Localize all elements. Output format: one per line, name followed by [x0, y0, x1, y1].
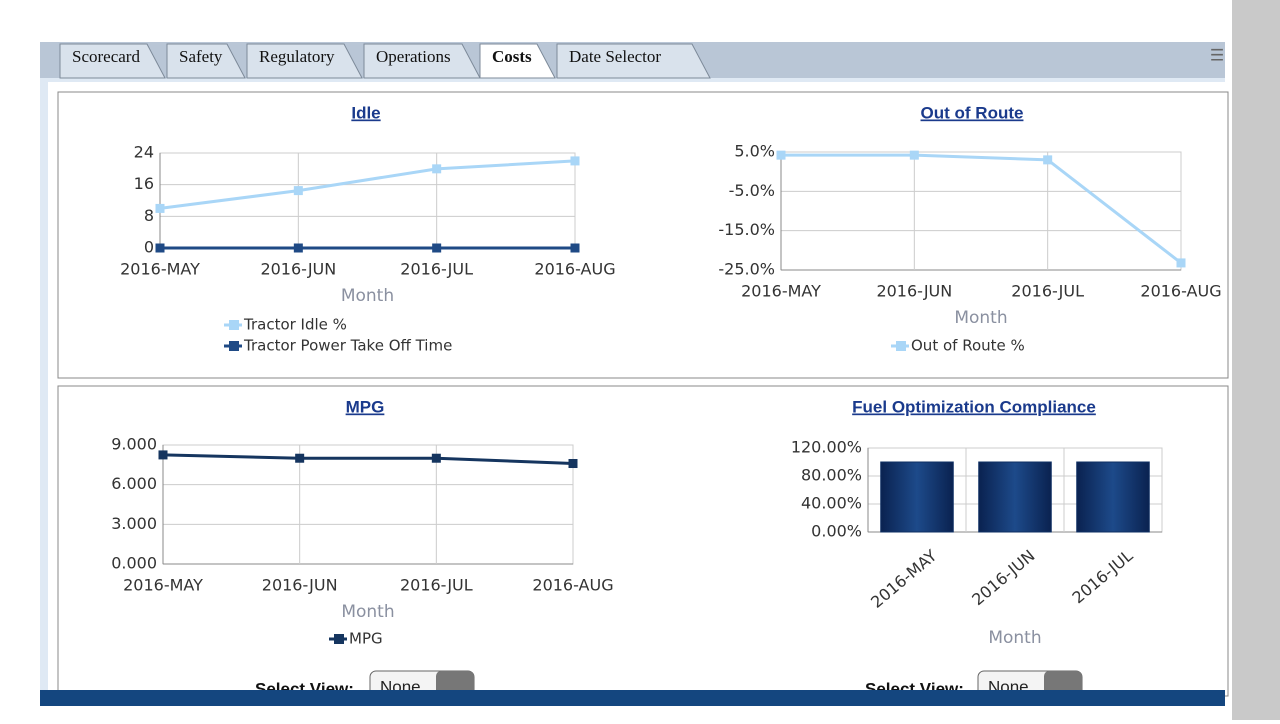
point — [431, 453, 441, 463]
point — [293, 186, 303, 196]
point — [158, 450, 168, 460]
tab[interactable] — [246, 43, 363, 79]
x-tick-label: 2016-JUN — [262, 576, 338, 595]
tab[interactable] — [479, 43, 556, 79]
x-tick-label: 2016-JUL — [1011, 282, 1084, 301]
x-tick-label: 2016-JUL — [400, 260, 473, 279]
point — [432, 164, 442, 174]
y-tick-label: 3.000 — [111, 514, 157, 533]
tab[interactable] — [59, 43, 166, 79]
y-tick-label: 0.000 — [111, 554, 157, 573]
x-tick-label: 2016-AUG — [1140, 282, 1221, 301]
tab-label[interactable]: Regulatory — [259, 47, 335, 66]
y-tick-label: -15.0% — [718, 220, 775, 239]
bar — [978, 461, 1052, 533]
x-axis-label: Month — [988, 628, 1041, 648]
plot-area — [780, 151, 1182, 271]
point — [293, 243, 303, 253]
legend-marker — [896, 341, 906, 351]
dropdown-value[interactable]: None — [380, 677, 421, 696]
point — [568, 459, 578, 469]
menu-icon[interactable]: ☰ — [1210, 46, 1224, 65]
point — [570, 156, 580, 166]
panel-top — [57, 91, 1229, 379]
x-axis-label: Month — [341, 602, 394, 622]
tab[interactable] — [556, 43, 711, 79]
control-label: Select View: — [255, 679, 354, 698]
legend-marker — [334, 634, 344, 644]
point — [1043, 155, 1053, 165]
x-axis-label: Month — [341, 286, 394, 306]
tab-label[interactable]: Costs — [492, 47, 532, 66]
tab-label[interactable]: Operations — [376, 47, 451, 66]
y-tick-label: 6.000 — [111, 474, 157, 493]
x-axis-label: Month — [954, 308, 1007, 328]
series-line — [159, 159, 576, 210]
chart-title[interactable]: Fuel Optimization Compliance — [852, 397, 1096, 416]
point — [909, 150, 919, 160]
x-tick-label: 2016-AUG — [532, 576, 613, 595]
dropdown-button[interactable] — [1044, 671, 1082, 705]
tab-label[interactable]: Safety — [179, 47, 223, 66]
y-tick-label: 16 — [134, 174, 154, 193]
dropdown-button[interactable] — [436, 671, 474, 705]
chart-title[interactable]: MPG — [346, 397, 385, 416]
bottom-bar — [40, 690, 1225, 706]
x-tick-label: 2016-JUL — [400, 576, 473, 595]
point — [1176, 258, 1186, 268]
y-tick-label: 8 — [144, 206, 154, 225]
y-tick-label: 80.00% — [801, 466, 862, 485]
y-tick-label: 120.00% — [791, 438, 862, 457]
bar — [880, 461, 954, 533]
dropdown-value[interactable]: None — [988, 677, 1029, 696]
x-tick-label: 2016-MAY — [741, 282, 821, 301]
y-tick-label: 9.000 — [111, 435, 157, 454]
x-tick-label: 2016-MAY — [120, 260, 200, 279]
point — [295, 453, 305, 463]
legend-marker — [229, 341, 239, 351]
side-strip — [1232, 0, 1280, 720]
bar — [1076, 461, 1150, 533]
tab-label[interactable]: Date Selector — [569, 47, 661, 66]
tab-label[interactable]: Scorecard — [72, 47, 140, 66]
point — [776, 150, 786, 160]
tab[interactable] — [166, 43, 246, 79]
x-tick-label: 2016-MAY — [123, 576, 203, 595]
legend-marker — [229, 320, 239, 330]
y-tick-label: 40.00% — [801, 494, 862, 513]
point — [155, 243, 165, 253]
chart-title[interactable]: Out of Route — [921, 103, 1024, 122]
x-tick-label: 2016-JUN — [876, 282, 952, 301]
point — [155, 203, 165, 213]
plot-area — [162, 444, 574, 565]
y-tick-label: 5.0% — [734, 142, 775, 161]
y-tick-label: -5.0% — [729, 181, 775, 200]
series-line — [781, 153, 1182, 265]
legend-label: Out of Route % — [911, 337, 1025, 355]
legend-label: MPG — [349, 630, 383, 648]
legend-label: Tractor Idle % — [243, 316, 347, 334]
series-line — [162, 453, 574, 466]
y-tick-label: 24 — [134, 143, 154, 162]
point — [570, 243, 580, 253]
x-tick-label: 2016-JUN — [260, 260, 336, 279]
y-tick-label: 0 — [144, 238, 154, 257]
x-tick-label: 2016-AUG — [534, 260, 615, 279]
tab[interactable] — [363, 43, 481, 79]
point — [432, 243, 442, 253]
y-tick-label: -25.0% — [718, 260, 775, 279]
legend-label: Tractor Power Take Off Time — [243, 337, 452, 355]
control-label: Select View: — [865, 679, 964, 698]
y-tick-label: 0.00% — [811, 522, 862, 541]
chart-title[interactable]: Idle — [351, 103, 380, 122]
